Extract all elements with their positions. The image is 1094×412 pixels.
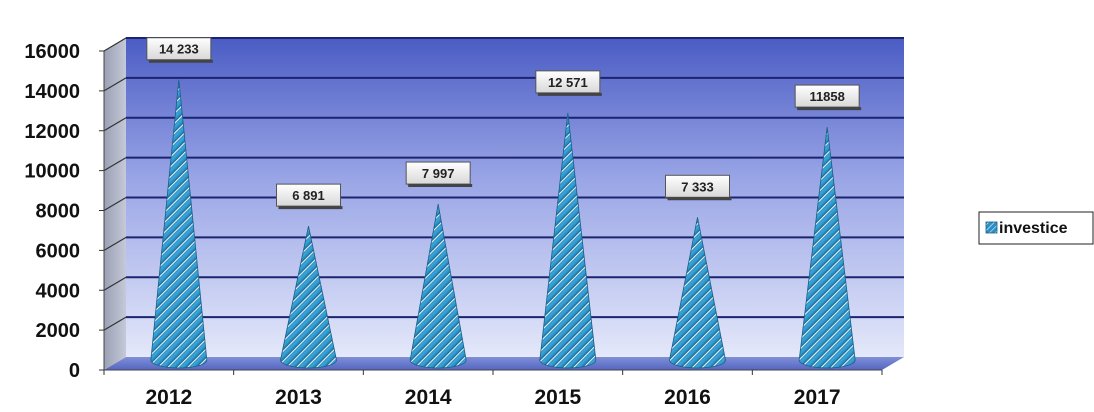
data-labels: 14 233 6 891 7 997 12 571 7 333 11858 <box>146 37 862 210</box>
legend-swatch <box>985 221 998 234</box>
data-label: 7 333 <box>681 179 714 194</box>
data-label: 11858 <box>809 89 844 104</box>
x-tick-label: 2012 <box>145 386 192 409</box>
x-axis-ticks: 2012 2013 2014 2015 2016 2017 <box>103 370 883 409</box>
y-tick-label: 0 <box>69 360 80 382</box>
y-tick-label: 4000 <box>36 280 81 302</box>
floor <box>104 357 904 370</box>
gridline-side <box>103 276 127 291</box>
legend-box <box>978 211 1094 245</box>
y-tick-label: 10000 <box>24 161 80 183</box>
cone-series <box>150 79 856 369</box>
y-tick-label: 12000 <box>24 121 80 143</box>
legend-label: investice <box>999 220 1068 237</box>
y-tick-label: 2000 <box>36 320 81 342</box>
x-tick-label: 2013 <box>275 386 322 409</box>
x-tick-label: 2014 <box>405 386 452 409</box>
cone-mark <box>669 217 726 369</box>
cone-mark <box>409 203 467 369</box>
gridline-side <box>103 236 127 251</box>
gridline-side <box>103 196 127 212</box>
gridlines <box>103 37 904 331</box>
y-tick-label: 6000 <box>36 240 81 262</box>
cone-mark <box>798 127 856 369</box>
data-label: 7 997 <box>422 166 455 181</box>
y-axis-ticks: 0 2000 4000 6000 8000 10000 12000 14000 16000 <box>24 41 104 382</box>
gridline-side <box>103 77 127 92</box>
gridline-side <box>103 117 127 132</box>
cone-mark <box>280 226 337 369</box>
x-tick-label: 2016 <box>664 386 711 409</box>
x-tick-label: 2017 <box>794 386 841 409</box>
cone-mark <box>150 79 208 369</box>
y-tick-label: 14000 <box>24 81 80 103</box>
y-tick-label: 8000 <box>36 201 81 223</box>
x-tick-label: 2015 <box>534 386 581 409</box>
data-label: 6 891 <box>292 188 325 203</box>
plot-walls <box>104 37 904 370</box>
data-label: 12 571 <box>548 75 588 90</box>
legend: investice <box>978 211 1094 245</box>
gridline-side <box>103 157 127 172</box>
gridline-side <box>103 37 127 52</box>
cone-mark <box>539 112 597 369</box>
data-label: 14 233 <box>159 42 199 57</box>
y-tick-label: 16000 <box>24 41 80 63</box>
gridline-side <box>103 316 127 331</box>
